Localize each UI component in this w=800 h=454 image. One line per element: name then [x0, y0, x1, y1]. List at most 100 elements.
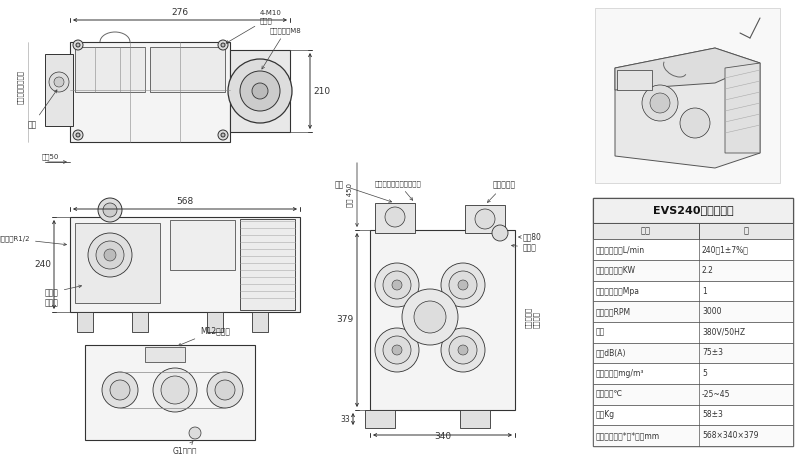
Text: G1油放孔: G1油放孔	[173, 441, 198, 454]
Text: 空压机排气口R1/2: 空压机排气口R1/2	[0, 235, 66, 246]
Circle shape	[215, 380, 235, 400]
Text: 568×340×379: 568×340×379	[702, 431, 758, 440]
Circle shape	[385, 207, 405, 227]
Circle shape	[103, 203, 117, 217]
Circle shape	[54, 77, 64, 87]
Bar	[77, 312, 93, 332]
Bar	[593, 425, 793, 446]
Bar	[593, 198, 793, 446]
Bar	[593, 281, 793, 301]
Circle shape	[96, 241, 124, 269]
Text: 空滤、油细拆卸保养空间: 空滤、油细拆卸保养空间	[375, 180, 422, 200]
Bar	[593, 223, 793, 239]
Text: 568: 568	[176, 197, 194, 206]
Circle shape	[221, 43, 225, 47]
Text: 大于 450: 大于 450	[346, 183, 354, 207]
Text: 240（1±7%）: 240（1±7%）	[702, 245, 749, 254]
Circle shape	[458, 345, 468, 355]
Circle shape	[458, 280, 468, 290]
Bar	[370, 230, 515, 410]
Text: 340: 340	[434, 432, 451, 441]
Bar	[75, 223, 160, 303]
Text: 380V/50HZ: 380V/50HZ	[702, 328, 745, 337]
Bar	[240, 219, 295, 310]
Circle shape	[441, 328, 485, 372]
Text: 75±3: 75±3	[702, 349, 723, 357]
Circle shape	[240, 71, 280, 111]
Text: 210: 210	[313, 87, 330, 95]
Bar	[207, 312, 223, 332]
Circle shape	[650, 93, 670, 113]
Polygon shape	[615, 48, 760, 90]
Bar	[593, 322, 793, 343]
Text: 3000: 3000	[702, 307, 722, 316]
Circle shape	[110, 380, 130, 400]
Bar	[375, 203, 415, 233]
Text: 大于50: 大于50	[42, 153, 59, 160]
Bar	[70, 217, 300, 312]
Text: 项目: 项目	[641, 227, 651, 236]
Circle shape	[161, 376, 189, 404]
Circle shape	[392, 345, 402, 355]
Bar	[593, 405, 793, 425]
Text: 废油镇: 废油镇	[45, 285, 82, 297]
Bar	[593, 384, 793, 405]
Circle shape	[218, 40, 228, 50]
Bar	[595, 8, 780, 183]
Text: 58±3: 58±3	[702, 410, 723, 419]
Circle shape	[73, 40, 83, 50]
Bar	[593, 198, 793, 223]
Text: 1: 1	[702, 286, 706, 296]
Bar	[593, 239, 793, 260]
Text: 油气分离器: 油气分离器	[487, 180, 516, 202]
Circle shape	[221, 133, 225, 137]
Circle shape	[189, 427, 201, 439]
Text: 噪音dB(A): 噪音dB(A)	[596, 349, 626, 357]
Bar	[593, 363, 793, 384]
Bar	[593, 343, 793, 363]
Text: 泄油口: 泄油口	[45, 298, 59, 307]
Text: 空滤: 空滤	[335, 180, 392, 202]
Text: 加油口: 加油口	[511, 243, 537, 252]
Text: 240: 240	[34, 260, 51, 269]
Text: 电源: 电源	[596, 328, 606, 337]
Text: 额定工作压力Mpa: 额定工作压力Mpa	[596, 286, 640, 296]
Bar	[365, 410, 395, 428]
Circle shape	[76, 43, 80, 47]
Polygon shape	[615, 48, 760, 168]
Circle shape	[218, 130, 228, 140]
Circle shape	[228, 59, 292, 123]
Bar	[75, 47, 145, 92]
Text: 33: 33	[340, 415, 350, 424]
Text: 油缸拆卸保养空间: 油缸拆卸保养空间	[17, 70, 23, 104]
Bar	[230, 50, 290, 132]
Text: 外形尺寸（长*宽*高）mm: 外形尺寸（长*宽*高）mm	[596, 431, 660, 440]
Circle shape	[492, 225, 508, 241]
Circle shape	[76, 133, 80, 137]
Bar	[85, 345, 255, 440]
Circle shape	[375, 263, 419, 307]
Circle shape	[383, 336, 411, 364]
Text: 公称容积流量L/min: 公称容积流量L/min	[596, 245, 645, 254]
Circle shape	[475, 209, 495, 229]
Bar	[593, 260, 793, 281]
Polygon shape	[725, 63, 760, 153]
Text: 额定转速RPM: 额定转速RPM	[596, 307, 631, 316]
Bar	[593, 301, 793, 322]
Circle shape	[153, 368, 197, 412]
Text: 379: 379	[337, 316, 354, 325]
Circle shape	[375, 328, 419, 372]
Circle shape	[392, 280, 402, 290]
Circle shape	[102, 372, 138, 408]
Text: 环境温度℃: 环境温度℃	[596, 390, 623, 399]
Text: 散热器侧散
方向空间: 散热器侧散 方向空间	[525, 306, 539, 328]
Bar	[252, 312, 268, 332]
Bar	[70, 42, 230, 142]
Circle shape	[680, 108, 710, 138]
Circle shape	[383, 271, 411, 299]
Circle shape	[441, 263, 485, 307]
Text: 5: 5	[702, 369, 707, 378]
Text: 4-M10
减震垫: 4-M10 减震垫	[226, 10, 282, 43]
Text: EVS240技术参数表: EVS240技术参数表	[653, 205, 734, 215]
Circle shape	[73, 130, 83, 140]
